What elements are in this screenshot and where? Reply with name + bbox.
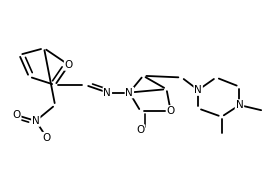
Text: N: N	[235, 100, 243, 110]
Text: N: N	[103, 88, 111, 98]
Text: N: N	[125, 88, 133, 98]
Text: O: O	[65, 60, 73, 70]
Text: O: O	[136, 125, 145, 135]
Text: O: O	[43, 133, 51, 143]
Text: O: O	[13, 110, 21, 120]
Text: N: N	[32, 116, 40, 126]
Text: O: O	[167, 106, 175, 116]
Text: N: N	[194, 85, 202, 95]
